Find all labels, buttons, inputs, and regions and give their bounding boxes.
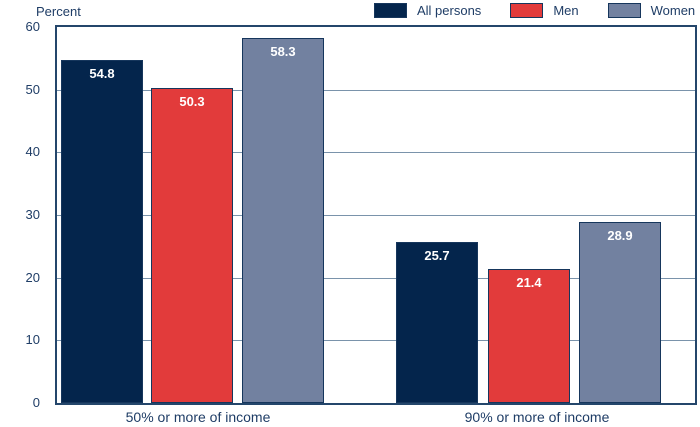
legend-swatch-icon: [374, 3, 407, 18]
bar-women-group1: 58.3: [242, 38, 324, 403]
legend-label: All persons: [417, 3, 482, 18]
gridline-50: [57, 90, 695, 91]
bar-value-label: 58.3: [270, 44, 296, 59]
gridline-40: [57, 152, 695, 153]
y-tick-label-20: 20: [25, 270, 40, 285]
y-tick-label-30: 30: [25, 207, 40, 222]
legend-swatch-icon: [510, 3, 544, 18]
bar-all-persons-group1: 54.8: [61, 60, 143, 403]
x-axis-category-label-1: 50% or more of income: [125, 409, 271, 425]
legend-swatch-icon: [607, 3, 641, 18]
bar-value-label: 25.7: [424, 248, 450, 263]
gridline-20: [57, 278, 695, 279]
y-tick-label-60: 60: [25, 19, 40, 34]
gridline-30: [57, 215, 695, 216]
legend-label: Women: [650, 3, 696, 18]
legend-item-all-persons: All persons: [374, 3, 481, 18]
y-tick-label-40: 40: [25, 144, 40, 159]
bar-value-label: 28.9: [607, 228, 633, 243]
legend: All persons Men Women: [374, 3, 695, 18]
bar-value-label: 50.3: [179, 94, 205, 109]
y-tick-label-50: 50: [25, 82, 40, 97]
plot-area: 54.8 50.3 58.3 25.7 21.4 28.9: [55, 25, 697, 405]
gridline-10: [57, 340, 695, 341]
legend-item-women: Women: [607, 3, 696, 18]
bar-value-label: 21.4: [516, 275, 542, 290]
bar-men-group2: 21.4: [488, 269, 570, 403]
bar-men-group1: 50.3: [151, 88, 233, 403]
y-axis-title: Percent: [36, 4, 81, 19]
bar-value-label: 54.8: [89, 66, 115, 81]
bar-all-persons-group2: 25.7: [396, 242, 478, 403]
x-axis-category-label-2: 90% or more of income: [464, 409, 610, 425]
y-tick-label-0: 0: [32, 395, 40, 410]
bar-women-group2: 28.9: [579, 222, 661, 403]
legend-item-men: Men: [510, 3, 579, 18]
y-tick-label-10: 10: [25, 332, 40, 347]
legend-label: Men: [553, 3, 579, 18]
